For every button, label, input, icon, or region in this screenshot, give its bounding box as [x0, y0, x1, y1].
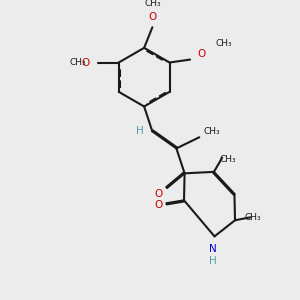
Text: O: O [197, 49, 205, 59]
Text: O: O [154, 200, 162, 210]
Text: O: O [155, 190, 163, 200]
Text: O: O [81, 58, 89, 68]
Text: CH₃: CH₃ [203, 127, 220, 136]
Text: CH₃: CH₃ [216, 39, 232, 48]
Text: CH₃: CH₃ [220, 155, 236, 164]
Text: CH₃: CH₃ [244, 213, 261, 222]
Text: H: H [136, 126, 144, 136]
Text: N: N [209, 244, 217, 254]
Text: H: H [209, 256, 217, 266]
Text: CH₃: CH₃ [70, 58, 86, 67]
Text: CH₃: CH₃ [144, 0, 161, 8]
Text: O: O [148, 12, 157, 22]
